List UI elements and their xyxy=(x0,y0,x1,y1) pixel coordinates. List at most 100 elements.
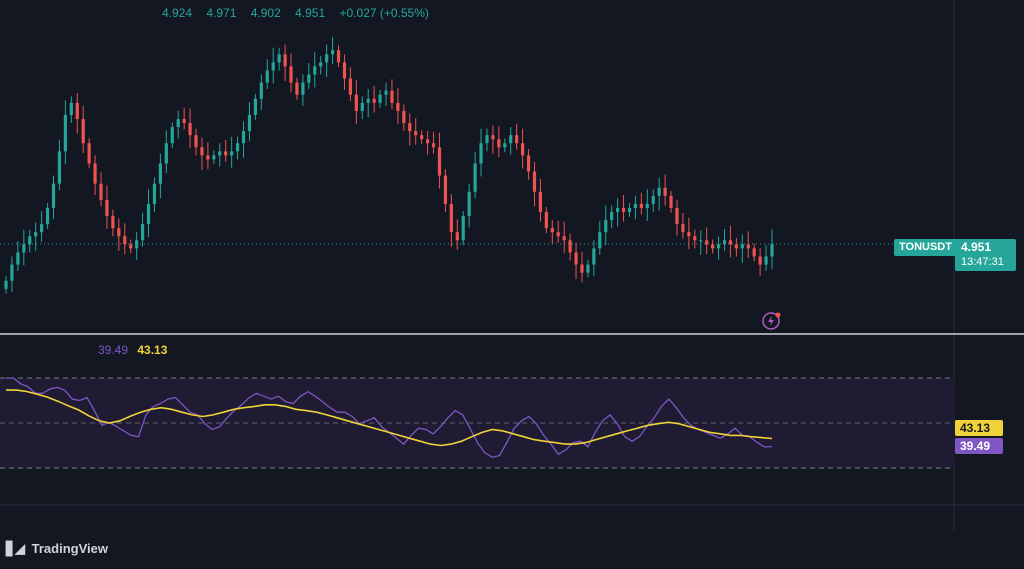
candle-body xyxy=(313,66,317,75)
candle-body xyxy=(200,147,204,156)
candle-body xyxy=(479,143,483,164)
candle-body xyxy=(194,135,198,148)
candle-body xyxy=(63,114,67,152)
candle-body xyxy=(152,183,157,204)
candle-body xyxy=(764,256,768,265)
candle-body xyxy=(117,228,121,237)
brand-label: TradingView xyxy=(31,541,108,556)
rsi-legend-value: 39.49 xyxy=(98,343,129,357)
candle-body xyxy=(271,62,275,71)
candle-body xyxy=(4,280,8,289)
candle-body xyxy=(562,236,566,241)
ohlc-low: 4.902 xyxy=(250,6,281,20)
candle-body xyxy=(176,118,180,128)
candle-body xyxy=(259,82,263,99)
candle-body xyxy=(639,203,643,208)
candle-body xyxy=(123,236,127,245)
candle-body xyxy=(538,191,543,212)
candle-body xyxy=(550,228,554,233)
candle-body xyxy=(360,102,364,111)
candle-body xyxy=(16,252,20,265)
candle-body xyxy=(99,183,103,200)
candle-body xyxy=(711,244,715,249)
candle-body xyxy=(687,232,691,237)
candle-body xyxy=(283,54,287,67)
candle-body xyxy=(455,232,459,241)
candle-body xyxy=(699,240,703,242)
footer-bar xyxy=(0,532,1024,564)
candle-body xyxy=(657,187,661,196)
candle-body xyxy=(319,62,323,67)
candle-body xyxy=(277,54,281,63)
candle-body xyxy=(449,203,453,233)
candle-body xyxy=(241,131,246,144)
candle-body xyxy=(69,102,73,115)
candle-body xyxy=(170,127,174,144)
candle-body xyxy=(521,143,525,156)
candle-body xyxy=(253,98,257,115)
candle-body xyxy=(402,110,406,124)
rsi-legend: 39.49 43.13 xyxy=(98,343,167,357)
candle-body xyxy=(396,102,400,111)
rsi-ma-line xyxy=(6,389,773,447)
candle-body xyxy=(218,151,222,156)
bar-countdown-label: 13:47:31 xyxy=(961,256,1004,268)
last-price-tag: 4.951 13:47:31 xyxy=(955,239,1016,271)
candle-body xyxy=(669,195,673,208)
candle-body xyxy=(230,151,234,156)
candle-body xyxy=(28,236,32,245)
candle-body xyxy=(461,216,465,241)
lightning-icon[interactable] xyxy=(762,312,781,330)
ohlc-readout: 4.924 4.971 4.902 4.951 +0.027 (+0.55%) xyxy=(162,6,440,20)
candle-body xyxy=(342,62,347,79)
candle-body xyxy=(247,114,252,132)
candle-body xyxy=(467,191,471,217)
candle-body xyxy=(330,50,335,55)
candle-body xyxy=(651,195,655,204)
tradingview-logo[interactable]: ▋◢ TradingView xyxy=(6,541,108,557)
candle-body xyxy=(734,244,738,249)
candle-body xyxy=(758,256,762,265)
candle-body xyxy=(301,82,305,95)
candle-body xyxy=(51,183,56,208)
candle-body xyxy=(716,244,721,249)
candle-body xyxy=(592,248,596,265)
rsi-ma-tag: 43.13 xyxy=(955,420,1003,436)
candle-body xyxy=(93,163,97,184)
candle-body xyxy=(663,187,667,196)
candle-body xyxy=(604,220,608,233)
candle-body xyxy=(384,90,388,95)
candle-body xyxy=(616,207,620,212)
candle-body xyxy=(485,135,489,144)
candle-body xyxy=(40,224,44,233)
candle-body xyxy=(235,143,240,152)
candle-body xyxy=(497,139,501,148)
candle-body xyxy=(105,199,109,217)
candle-body xyxy=(354,94,358,111)
candle-body xyxy=(770,243,774,257)
candle-body xyxy=(633,203,638,208)
candle-body xyxy=(158,163,162,184)
candle-body xyxy=(526,155,531,172)
candle-body xyxy=(443,175,448,204)
candle-body xyxy=(182,118,186,124)
candle-body xyxy=(57,151,62,184)
candle-body xyxy=(586,264,590,273)
candle-body xyxy=(473,163,477,192)
candle-body xyxy=(348,78,353,95)
candle-body xyxy=(295,82,299,95)
ohlc-close: 4.951 xyxy=(295,6,326,20)
candle-body xyxy=(212,155,216,160)
candle-body xyxy=(87,143,91,164)
candle-body xyxy=(140,224,145,241)
candle-body xyxy=(372,98,376,103)
candle-body xyxy=(206,155,210,160)
rsi-ma-legend-value: 43.13 xyxy=(137,343,168,357)
candle-body xyxy=(740,244,744,249)
candle-body xyxy=(675,207,679,225)
candle-body xyxy=(164,143,168,164)
candle-body xyxy=(129,244,133,249)
candle-body xyxy=(81,118,85,144)
